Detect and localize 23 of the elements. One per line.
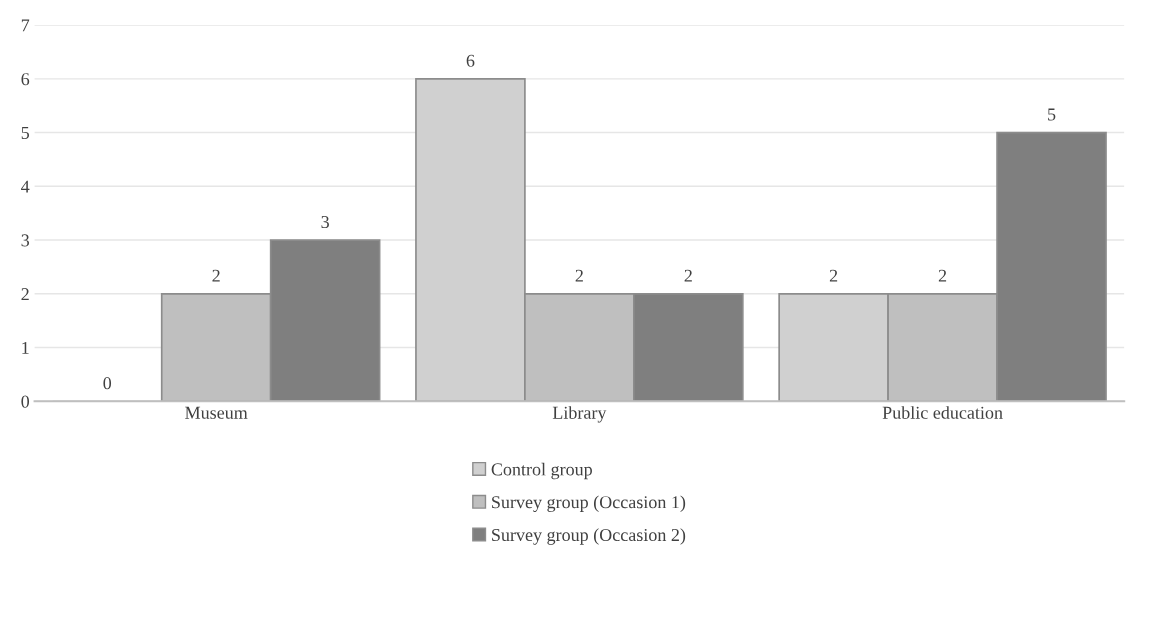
y-tick-label: 5 — [21, 127, 30, 140]
x-tick-label: Library — [552, 406, 607, 423]
y-tick-label: 1 — [22, 341, 29, 354]
y-tick-label: 7 — [21, 19, 30, 32]
legend-label: Control group — [491, 462, 592, 480]
data-label: 5 — [1048, 108, 1056, 121]
y-tick-label: 6 — [21, 73, 30, 86]
data-label: 2 — [684, 269, 692, 282]
legend-label: Survey group (Occasion 2) — [492, 528, 686, 545]
data-label: 3 — [321, 215, 329, 229]
data-label: 2 — [829, 269, 838, 282]
data-label: 2 — [938, 269, 947, 282]
y-tick-label: 3 — [21, 234, 30, 247]
data-label: 2 — [212, 269, 220, 282]
x-tick-label: Museum — [185, 406, 248, 419]
y-tick-label: 2 — [21, 288, 29, 301]
y-tick-label: 4 — [21, 180, 30, 193]
legend-label: Survey group (Occasion 1) — [492, 495, 686, 512]
data-label: 2 — [575, 269, 583, 282]
y-tick-label: 0 — [21, 395, 30, 408]
data-label: 0 — [103, 377, 112, 390]
data-label: 6 — [466, 54, 475, 67]
x-tick-label: Public education — [882, 406, 1003, 419]
